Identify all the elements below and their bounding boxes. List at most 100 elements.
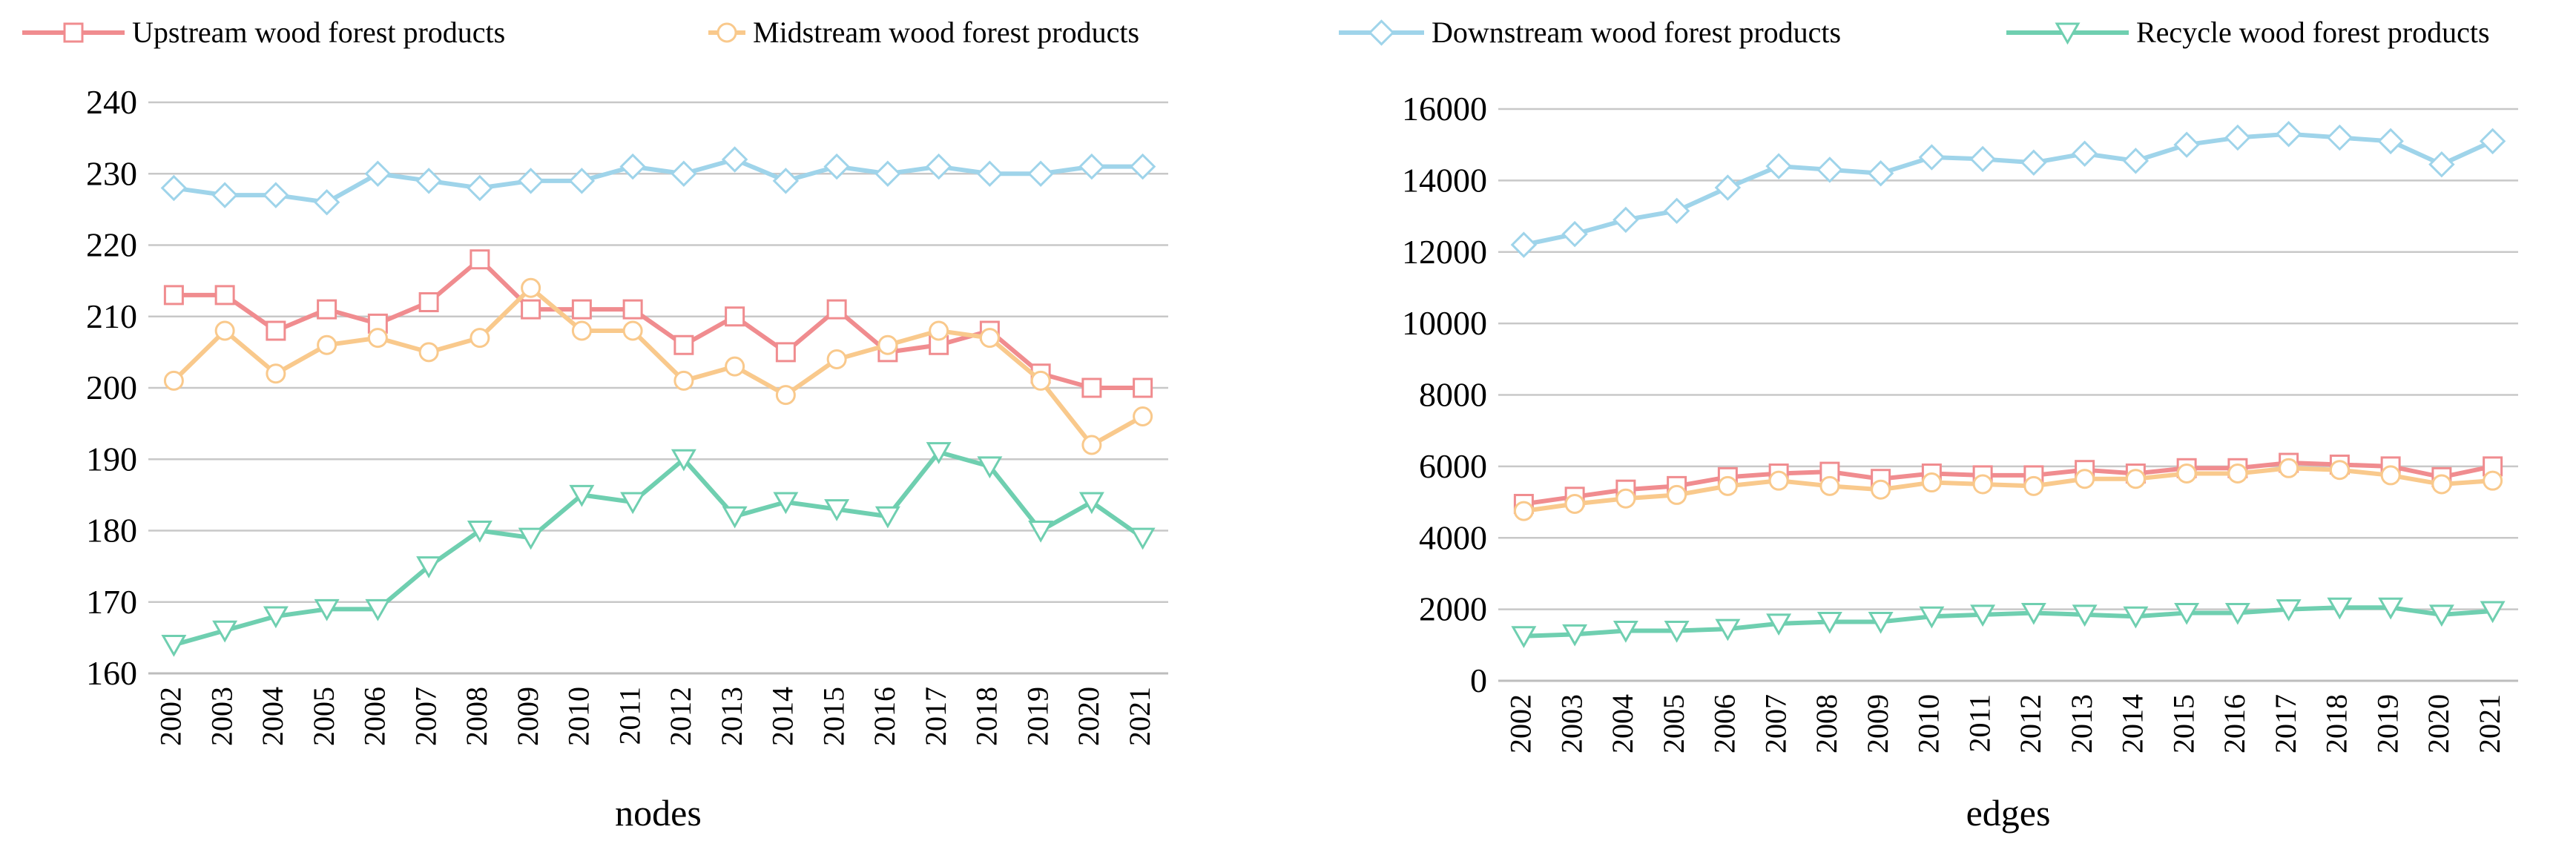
legend-item: Midstream wood forest products bbox=[708, 16, 1139, 49]
series bbox=[160, 146, 1156, 216]
data-point bbox=[725, 306, 745, 327]
y-tick-label: 230 bbox=[86, 154, 137, 192]
x-tick-label: 2010 bbox=[562, 687, 596, 746]
data-point bbox=[2122, 148, 2150, 174]
x-tick-label: 2016 bbox=[868, 687, 901, 746]
data-point bbox=[1564, 493, 1585, 514]
data-point bbox=[1081, 435, 1102, 455]
data-point bbox=[467, 521, 493, 543]
data-point bbox=[214, 285, 235, 306]
x-tick-label: 2015 bbox=[2167, 694, 2200, 753]
data-point bbox=[2075, 469, 2095, 489]
data-point bbox=[163, 285, 184, 306]
data-point bbox=[2428, 151, 2455, 178]
data-point bbox=[619, 153, 646, 180]
data-point bbox=[416, 556, 442, 578]
x-tick-label: 2012 bbox=[664, 687, 697, 746]
y-tick-label: 160 bbox=[86, 654, 137, 692]
data-point bbox=[518, 527, 544, 550]
y-tick-label: 12000 bbox=[1402, 233, 1487, 271]
series-line bbox=[1523, 605, 2493, 639]
legend-marker bbox=[717, 22, 737, 43]
x-tick-label: 2020 bbox=[1072, 687, 1105, 746]
data-point bbox=[1561, 220, 1588, 248]
x-tick-label: 2019 bbox=[1021, 687, 1054, 746]
x-tick-label: 2011 bbox=[1963, 694, 1996, 753]
data-point bbox=[1867, 160, 1894, 187]
y-tick-label: 4000 bbox=[1419, 518, 1487, 556]
legend-label: Recycle wood forest products bbox=[2136, 16, 2490, 49]
data-point bbox=[1078, 492, 1104, 515]
data-point bbox=[926, 442, 952, 464]
data-point bbox=[517, 168, 544, 194]
data-point bbox=[314, 598, 340, 621]
x-tick-label: 2008 bbox=[1810, 694, 1843, 753]
data-point bbox=[1513, 501, 1534, 521]
data-point bbox=[1765, 153, 1792, 179]
data-point bbox=[2125, 469, 2146, 489]
y-tick-label: 14000 bbox=[1402, 161, 1487, 199]
data-point bbox=[2123, 606, 2149, 629]
data-point bbox=[163, 370, 184, 391]
x-tick-label: 2011 bbox=[613, 687, 646, 745]
data-point bbox=[2431, 474, 2452, 495]
data-point bbox=[364, 160, 392, 187]
x-tick-label: 2009 bbox=[1861, 694, 1894, 753]
data-point bbox=[571, 299, 592, 320]
data-point bbox=[2023, 475, 2044, 496]
y-tick-label: 16000 bbox=[1402, 90, 1487, 128]
data-point bbox=[775, 385, 796, 406]
y-tick-label: 8000 bbox=[1419, 376, 1487, 414]
data-point bbox=[1511, 626, 1537, 648]
data-point bbox=[622, 320, 643, 341]
data-point bbox=[367, 328, 388, 349]
x-axis-title: edges bbox=[1966, 792, 2051, 834]
data-point bbox=[415, 168, 442, 194]
legend-marker bbox=[2055, 22, 2081, 45]
series bbox=[163, 277, 1153, 455]
data-point bbox=[725, 356, 745, 377]
x-tick-label: 2009 bbox=[511, 687, 544, 746]
data-point bbox=[1816, 611, 1842, 634]
series-line bbox=[173, 449, 1144, 647]
data-point bbox=[313, 189, 340, 216]
y-tick-label: 6000 bbox=[1419, 447, 1487, 485]
x-tick-label: 2003 bbox=[1555, 694, 1588, 753]
legend-label: Upstream wood forest products bbox=[132, 16, 505, 49]
data-point bbox=[775, 342, 796, 363]
data-point bbox=[470, 328, 490, 349]
data-point bbox=[2479, 128, 2506, 155]
chart-nodes: 160 170 180 190 200 210 220 230 240 2002 2003 2004 2… bbox=[86, 83, 1168, 834]
data-point bbox=[2174, 602, 2200, 625]
data-point bbox=[925, 153, 952, 180]
data-point bbox=[824, 499, 850, 521]
data-point bbox=[1871, 479, 1891, 500]
x-tick-label: 2006 bbox=[358, 687, 392, 746]
series bbox=[1511, 597, 2506, 648]
y-tick-label: 180 bbox=[86, 512, 137, 550]
data-point bbox=[418, 292, 439, 312]
data-point bbox=[1510, 231, 1538, 258]
data-point bbox=[1768, 470, 1789, 491]
data-point bbox=[1766, 613, 1792, 636]
data-point bbox=[874, 506, 900, 529]
x-tick-label: 2018 bbox=[970, 687, 1004, 746]
data-point bbox=[1081, 377, 1102, 398]
x-tick-label: 2013 bbox=[2065, 694, 2098, 753]
x-tick-label: 2017 bbox=[919, 687, 952, 746]
data-point bbox=[1667, 484, 1687, 505]
legend-label: Midstream wood forest products bbox=[753, 16, 1139, 49]
data-point bbox=[1130, 527, 1156, 550]
data-point bbox=[2377, 128, 2404, 155]
y-tick-label: 0 bbox=[1470, 662, 1487, 699]
data-point bbox=[673, 334, 694, 355]
x-tick-label: 2005 bbox=[1657, 694, 1690, 753]
data-point bbox=[1133, 406, 1153, 426]
data-point bbox=[877, 334, 898, 355]
data-point bbox=[722, 506, 748, 529]
x-tick-label: 2007 bbox=[409, 687, 442, 746]
x-tick-label: 2021 bbox=[2473, 694, 2506, 753]
data-point bbox=[1868, 611, 1894, 634]
data-point bbox=[470, 249, 490, 270]
